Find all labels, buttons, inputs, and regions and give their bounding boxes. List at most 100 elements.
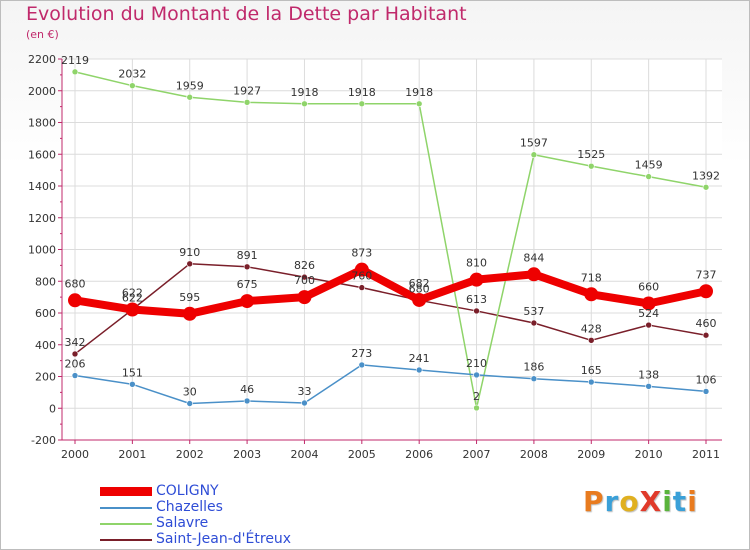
data-point-coligny <box>412 292 427 307</box>
data-point-coligny <box>584 287 599 302</box>
data-label-salavre: 1459 <box>635 159 663 172</box>
data-point-chazelles <box>71 372 79 379</box>
legend-item-saint-jean-d-etreux: Saint-Jean-d'Étreux <box>100 531 320 548</box>
data-label-coligny: 675 <box>237 278 258 291</box>
data-label-salavre: 1918 <box>405 86 433 99</box>
data-label-coligny: 595 <box>179 291 200 304</box>
y-tick-label: 800 <box>35 275 56 288</box>
data-label-coligny: 660 <box>638 280 659 293</box>
data-point-chazelles <box>587 378 595 386</box>
x-tick-label: 2011 <box>692 448 720 461</box>
data-point-saint-jean-d-treux <box>587 337 595 344</box>
data-point-saint-jean-d-treux <box>645 321 652 329</box>
data-label-chazelles: 241 <box>409 352 430 365</box>
data-label-salavre: 1597 <box>520 137 548 150</box>
data-point-coligny <box>526 267 541 282</box>
data-point-coligny <box>125 302 140 317</box>
proxiti-logo: ProXiti <box>583 485 698 518</box>
data-label-salavre: 1918 <box>290 86 318 99</box>
data-point-saint-jean-d-treux <box>702 331 710 339</box>
legend-label-coligny: COLIGNY <box>156 483 219 499</box>
data-label-coligny: 700 <box>294 274 315 287</box>
data-label-coligny: 682 <box>409 277 430 290</box>
data-point-coligny <box>641 296 656 311</box>
data-label-chazelles: 46 <box>240 383 254 396</box>
data-point-salavre <box>301 100 308 108</box>
data-point-salavre <box>71 68 79 76</box>
data-label-saint-jean-d-treux: 622 <box>122 292 143 305</box>
data-label-coligny: 622 <box>122 287 143 300</box>
data-point-chazelles <box>301 399 308 407</box>
data-label-salavre: 1918 <box>348 86 376 99</box>
data-point-salavre <box>415 100 423 108</box>
logo-letter: o <box>619 485 640 518</box>
data-label-salavre: 1392 <box>692 169 720 182</box>
series-line-coligny <box>71 265 710 318</box>
data-label-chazelles: 30 <box>183 385 197 398</box>
data-point-salavre <box>587 162 595 170</box>
data-point-coligny <box>297 290 312 305</box>
data-label-coligny: 810 <box>466 257 487 270</box>
data-label-salavre: 1959 <box>176 79 204 92</box>
logo-letter: i <box>687 485 698 518</box>
data-label-chazelles: 273 <box>351 347 372 360</box>
logo-letter: P <box>583 485 605 518</box>
y-tick-label: -200 <box>31 434 56 447</box>
y-tick-label: 1000 <box>28 244 56 257</box>
legend-swatch-chazelles <box>100 500 152 516</box>
y-tick-label: 1600 <box>28 148 56 161</box>
data-label-saint-jean-d-treux: 342 <box>65 336 86 349</box>
y-tick-label: 1200 <box>28 212 56 225</box>
data-point-salavre <box>645 173 652 180</box>
x-tick-label: 2002 <box>176 448 204 461</box>
data-label-chazelles: 138 <box>638 368 659 381</box>
x-tick-label: 2005 <box>348 448 376 461</box>
data-point-coligny <box>354 262 369 277</box>
chart-title: Evolution du Montant de la Dette par Hab… <box>26 3 467 25</box>
data-point-coligny <box>469 272 484 287</box>
data-point-saint-jean-d-treux <box>301 273 308 281</box>
x-tick-label: 2000 <box>61 448 89 461</box>
legend-item-chazelles: Chazelles <box>100 499 320 516</box>
data-point-chazelles <box>129 380 136 388</box>
data-point-chazelles <box>473 371 480 379</box>
chart-legend: COLIGNY Chazelles Salavre Saint-Jean-d'É… <box>100 483 320 548</box>
x-tick-label: 2007 <box>463 448 491 461</box>
data-point-saint-jean-d-treux <box>71 350 79 358</box>
x-tick-label: 2001 <box>118 448 146 461</box>
data-point-saint-jean-d-treux <box>473 307 480 315</box>
legend-swatch-coligny <box>100 484 152 500</box>
data-label-saint-jean-d-treux: 460 <box>696 317 717 330</box>
legend-swatch-saint-jean-d-etreux <box>100 532 152 548</box>
logo-letter: t <box>672 485 688 518</box>
data-point-salavre <box>702 183 710 191</box>
series-line-chazelles <box>74 364 707 405</box>
data-label-chazelles: 33 <box>297 385 311 398</box>
data-label-chazelles: 106 <box>696 373 717 386</box>
y-tick-label: 600 <box>35 307 56 320</box>
series-line-saint-jean-d-treux <box>74 263 707 355</box>
data-label-coligny: 718 <box>581 271 602 284</box>
data-label-coligny: 680 <box>65 277 86 290</box>
data-label-coligny: 844 <box>523 251 544 264</box>
data-point-saint-jean-d-treux <box>186 260 194 268</box>
data-label-saint-jean-d-treux: 910 <box>179 246 200 259</box>
legend-label-saint-jean-d-etreux: Saint-Jean-d'Étreux <box>156 531 292 547</box>
x-tick-label: 2006 <box>405 448 433 461</box>
legend-swatch-salavre <box>100 516 152 532</box>
logo-letter: r <box>604 485 620 518</box>
data-point-salavre <box>530 151 538 159</box>
data-point-chazelles <box>186 400 194 407</box>
data-point-salavre <box>473 404 480 412</box>
data-label-saint-jean-d-treux: 680 <box>409 282 430 295</box>
y-tick-label: 2000 <box>28 85 56 98</box>
data-label-coligny: 873 <box>351 247 372 260</box>
data-label-saint-jean-d-treux: 613 <box>466 293 487 306</box>
y-tick-label: 1400 <box>28 180 56 193</box>
series-line-salavre <box>74 71 707 409</box>
data-point-coligny <box>182 306 197 321</box>
data-point-chazelles <box>415 366 423 374</box>
chart-subtitle: (en €) <box>26 28 59 41</box>
data-point-coligny <box>699 284 713 299</box>
